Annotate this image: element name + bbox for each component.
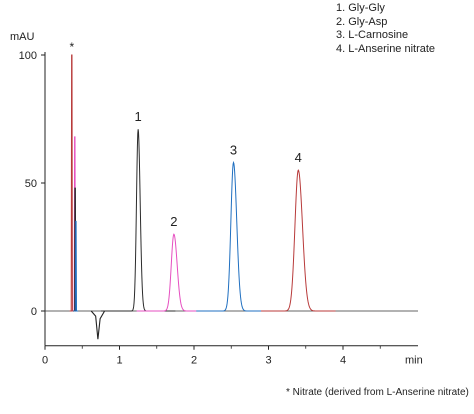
solvent-front-spike (69, 54, 75, 312)
footnote: * Nitrate (derived from L-Anserine nitra… (286, 387, 469, 398)
peak-annotation: 4 (295, 150, 302, 165)
legend-item: 3. L-Carnosine (336, 29, 409, 41)
peak-annotation: * (69, 40, 74, 54)
negative-dip (90, 310, 106, 340)
solvent-front-spike (73, 220, 79, 312)
x-tick-label: 2 (191, 355, 197, 367)
peak-series-3 (196, 160, 271, 312)
legend-item: 4. L-Anserine nitrate (336, 42, 436, 55)
x-tick-label: 3 (265, 355, 271, 367)
x-tick-label: 0 (42, 355, 48, 367)
legend-item: 2. Gly-Asp (336, 15, 388, 28)
x-axis-label: min (405, 355, 423, 367)
y-tick-label: 0 (31, 306, 37, 318)
x-tick-label: 4 (340, 355, 346, 367)
x-tick-label: 1 (116, 355, 122, 367)
y-tick-label: 50 (25, 178, 37, 190)
legend-item: 1. Gly-Gly (336, 2, 385, 14)
y-tick-label: 100 (19, 50, 37, 62)
peak-series-4 (261, 169, 336, 312)
legend: 1. Gly-Gly 2. Gly-Asp 3. L-Carnosine 4. … (336, 2, 435, 56)
peak-series-1 (100, 129, 176, 312)
peak-series-2 (136, 233, 212, 312)
peak-annotation: 2 (170, 214, 177, 229)
peak-annotation: 1 (135, 109, 142, 124)
y-axis-label: mAU (10, 31, 35, 43)
peak-annotation: 3 (230, 143, 237, 158)
